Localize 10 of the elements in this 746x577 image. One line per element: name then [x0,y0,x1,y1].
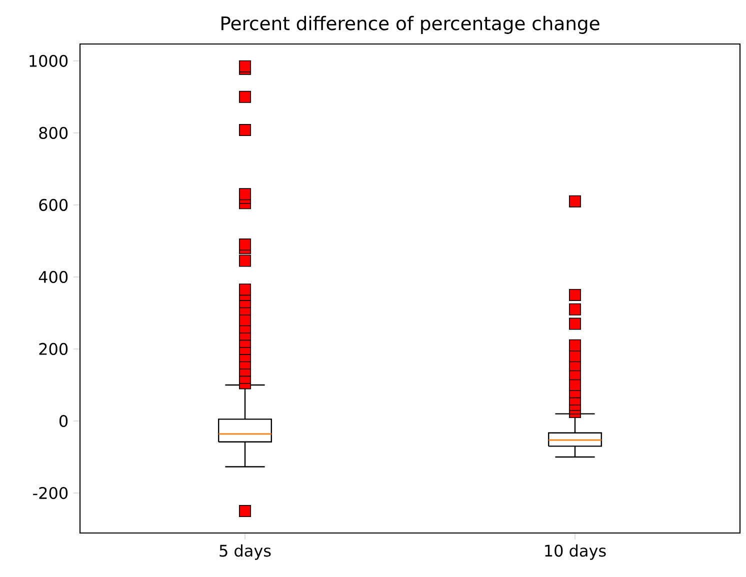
y-tick-label: 0 [59,414,68,428]
chart-title: Percent difference of percentage change [222,16,600,34]
y-tick-label: -200 [33,486,68,500]
y-tick-label: 600 [39,198,68,212]
y-tick-label: 800 [39,126,68,139]
x-tick-label: 5 days [220,544,271,560]
y-tick-label: 1000 [30,54,68,67]
y-tick-label: 400 [38,270,68,284]
y-tick-label: 200 [39,342,68,356]
x-tick-label: 10 days [545,544,606,560]
